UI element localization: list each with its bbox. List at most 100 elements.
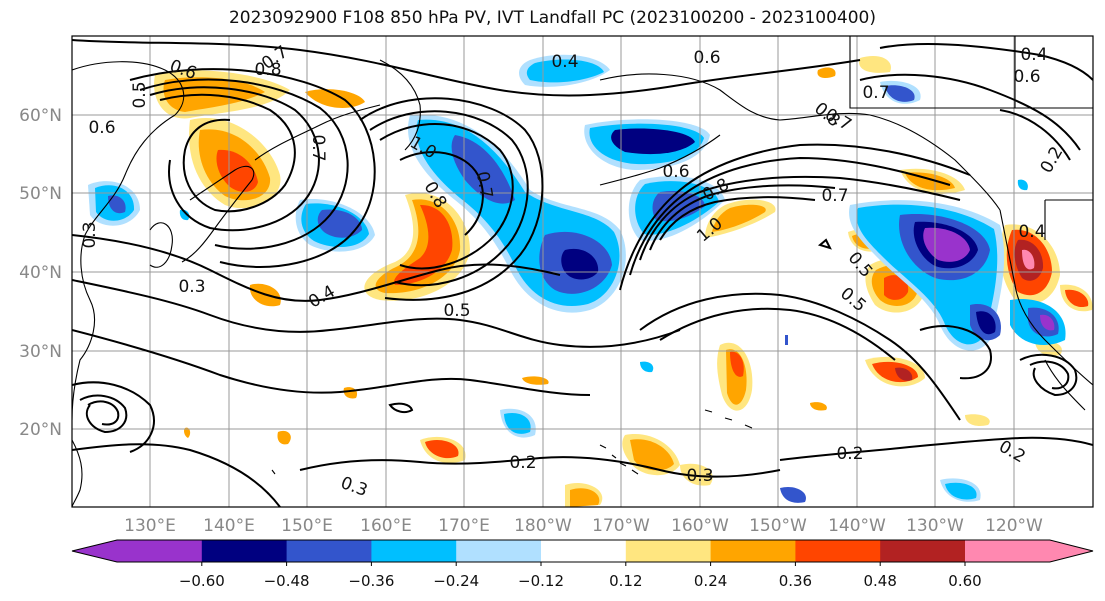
korea-coast: [149, 222, 173, 268]
contour-line: [72, 329, 591, 396]
positive-anomaly: [859, 55, 891, 73]
negative-anomaly: [976, 311, 996, 335]
positive-anomaly: [305, 89, 365, 108]
longitude-axis: 130°E 140°E 150°E 160°E 170°E 180°W 170°W 160°W…: [124, 516, 1043, 536]
positive-anomaly: [817, 67, 836, 78]
positive-anomaly: [184, 427, 191, 438]
colorbar-tick-label: −0.36: [348, 572, 394, 590]
contour-label: 0.4: [1018, 222, 1045, 242]
longitude-label: 140°E: [203, 516, 255, 536]
contour-label: 0.5: [443, 301, 470, 321]
colorbar-segment: [795, 540, 881, 562]
contour-line: [779, 436, 1093, 461]
contour-label: 0.6: [693, 48, 720, 68]
colorbar-extend-high: [1049, 540, 1093, 562]
contour-line: [129, 68, 376, 268]
alaska-coast: [599, 73, 1001, 211]
positive-anomaly: [895, 367, 913, 381]
negative-anomaly: [179, 209, 190, 221]
contour-line: [72, 39, 861, 97]
positive-anomaly: [1065, 289, 1089, 308]
contour-line: [369, 110, 529, 287]
contour-label: 0.3: [178, 277, 205, 297]
contour-label: 0.4: [1020, 45, 1047, 65]
contour-line: [379, 123, 514, 270]
colorbar-segment: [965, 540, 1051, 562]
map-frame: [71, 35, 1094, 508]
contour-line: [72, 443, 281, 507]
positive-anomaly: [394, 204, 453, 285]
longitude-label: 170°W: [592, 516, 650, 536]
contour-line: [87, 400, 120, 426]
negative-anomaly: [526, 59, 604, 83]
contour-label: 0.6: [88, 118, 115, 138]
contour-line: [649, 184, 836, 251]
colorbar-segment: [541, 540, 627, 562]
negative-anomaly: [780, 486, 806, 503]
contour-line: [388, 402, 414, 414]
longitude-label: 130°E: [124, 516, 176, 536]
map-title: 2023092900 F108 850 hPa PV, IVT Landfall…: [228, 8, 876, 28]
contour-label: 0.6: [1013, 67, 1040, 87]
contour-line: [159, 93, 296, 213]
pv-contours: [72, 39, 1093, 507]
hawaii-islands: [599, 444, 639, 475]
negative-anomaly: [640, 361, 654, 373]
positive-anomaly: [965, 414, 990, 426]
contour-line: [1019, 353, 1078, 397]
contour-line: [659, 307, 896, 361]
positive-anomaly: [425, 439, 459, 459]
contour-line: [359, 97, 544, 301]
colorbar-tick-label: −0.24: [433, 572, 479, 590]
contour-line: [639, 175, 961, 261]
island-chain: [264, 409, 753, 495]
positive-anomaly: [570, 488, 600, 507]
colorbar-segment: [710, 540, 796, 562]
negative-anomaly: [785, 335, 788, 345]
latitude-axis: 60°N 50°N 40°N 30°N 20°N: [19, 106, 62, 440]
positive-anomaly: [680, 463, 713, 486]
colorbar-segment: [625, 540, 712, 562]
contour-line: [399, 151, 484, 236]
contour-label: 0.4: [551, 52, 578, 72]
positive-anomaly: [216, 149, 258, 192]
colorbar-tick-label: 0.36: [779, 572, 812, 590]
colorbar: −0.60 −0.48 −0.36 −0.24 −0.12 0.12 0.24 0.36 0.4…: [71, 539, 1094, 590]
longitude-label: 150°E: [281, 516, 333, 536]
colorbar-segment: [286, 540, 372, 562]
colorbar-tick-label: 0.60: [948, 572, 981, 590]
canada-inland: [849, 36, 1093, 240]
contour-label: 0.3: [686, 466, 713, 486]
negative-anomaly: [611, 128, 695, 155]
colorbar-segment: [880, 540, 966, 562]
contour-line: [619, 143, 971, 291]
positive-anomaly: [810, 402, 827, 411]
contour-line: [999, 109, 1071, 161]
colorbar-tick-label: 0.12: [609, 572, 642, 590]
longitude-label: 180°W: [514, 516, 572, 536]
colorbar-segment: [117, 540, 203, 562]
contour-line: [659, 196, 816, 241]
contour-line: [629, 156, 951, 276]
contour-label: 0.2: [509, 453, 536, 473]
negative-anomaly: [1040, 314, 1055, 331]
colorbar-tick-label: −0.48: [264, 572, 310, 590]
colorbar-outline: [71, 539, 1094, 563]
longitude-label: 160°W: [671, 516, 729, 536]
latitude-label: 60°N: [19, 106, 62, 126]
colorbar-segment: [201, 540, 288, 562]
positive-anomaly: [630, 439, 674, 471]
contour-line: [639, 292, 961, 421]
colorbar-tick-label: 0.48: [863, 572, 896, 590]
longitude-label: 130°W: [906, 516, 964, 536]
contour-label: 0.8: [254, 60, 281, 80]
contour-line: [79, 394, 128, 434]
positive-anomaly: [1022, 249, 1035, 270]
contour-label: 0.3: [80, 221, 100, 248]
positive-anomaly: [884, 275, 909, 300]
contour-line: [139, 78, 349, 250]
philippines: [72, 439, 83, 507]
pc-shading: [88, 54, 1093, 507]
latitude-label: 40°N: [19, 263, 62, 283]
